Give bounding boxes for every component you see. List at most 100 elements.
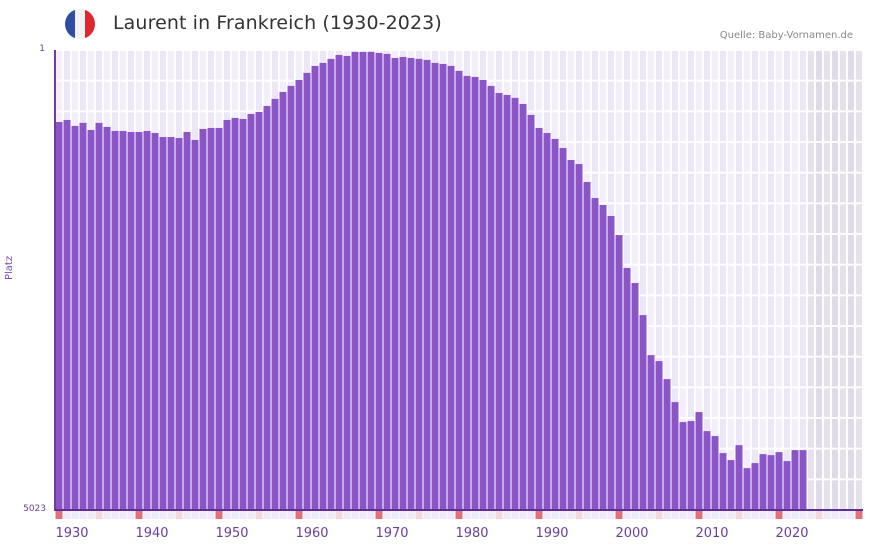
bar-1963[interactable] (319, 62, 327, 510)
bar-1945[interactable] (175, 138, 183, 510)
bar-2007[interactable] (671, 402, 679, 510)
bar-2002[interactable] (631, 283, 639, 510)
bar-1973[interactable] (399, 56, 407, 510)
bar-1977[interactable] (431, 62, 439, 510)
bar-1992[interactable] (551, 138, 559, 510)
bar-2001[interactable] (623, 268, 631, 510)
bar-1955[interactable] (255, 111, 263, 510)
bar-2019[interactable] (767, 455, 775, 510)
bar-1960[interactable] (295, 79, 303, 510)
bar-1943[interactable] (159, 137, 167, 510)
bar-1931[interactable] (63, 119, 71, 510)
bar-2009[interactable] (687, 421, 695, 510)
bar-2014[interactable] (727, 460, 735, 510)
bar-1969[interactable] (367, 51, 375, 510)
bar-1934[interactable] (87, 129, 95, 510)
bar-1958[interactable] (279, 91, 287, 510)
bar-2018[interactable] (759, 454, 767, 510)
bar-2015[interactable] (735, 445, 743, 510)
bar-1981[interactable] (463, 75, 471, 510)
bar-1941[interactable] (143, 130, 151, 510)
bar-1938[interactable] (119, 130, 127, 510)
bar-2022[interactable] (791, 450, 799, 510)
bar-2008[interactable] (679, 422, 687, 510)
bar-1962[interactable] (311, 65, 319, 510)
bar-1989[interactable] (527, 114, 535, 510)
flag-blue-stripe (65, 9, 75, 39)
bar-1936[interactable] (103, 126, 111, 510)
bar-1964[interactable] (327, 58, 335, 510)
bar-1930[interactable] (55, 121, 63, 510)
y-axis-title: Platz (4, 255, 15, 280)
bar-1998[interactable] (599, 204, 607, 510)
bar-2023[interactable] (799, 450, 807, 510)
bar-1935[interactable] (95, 122, 103, 510)
bar-2021[interactable] (783, 461, 791, 510)
bar-1957[interactable] (271, 98, 279, 510)
bar-1953[interactable] (239, 118, 247, 510)
bar-1954[interactable] (247, 113, 255, 510)
bar-1965[interactable] (335, 54, 343, 510)
bar-2012[interactable] (711, 436, 719, 510)
bar-1984[interactable] (487, 85, 495, 510)
source-credit: Quelle: Baby-Vornamen.de (719, 30, 853, 41)
bar-1968[interactable] (359, 51, 367, 510)
bar-1961[interactable] (303, 72, 311, 510)
bar-1933[interactable] (79, 122, 87, 510)
x-tick-1940: 1940 (135, 526, 169, 541)
bar-1942[interactable] (151, 132, 159, 510)
bar-2013[interactable] (719, 453, 727, 510)
bar-2010[interactable] (695, 412, 703, 510)
bar-1947[interactable] (191, 139, 199, 510)
bar-1994[interactable] (567, 160, 575, 510)
bar-1970[interactable] (375, 52, 383, 510)
bar-2005[interactable] (655, 361, 663, 510)
bar-2000[interactable] (615, 235, 623, 510)
bar-1940[interactable] (135, 131, 143, 510)
bar-1988[interactable] (519, 103, 527, 510)
flag-red-stripe (85, 9, 95, 39)
bar-1944[interactable] (167, 137, 175, 510)
bar-1987[interactable] (511, 97, 519, 510)
bar-2016[interactable] (743, 468, 751, 510)
bar-1982[interactable] (471, 76, 479, 510)
bar-2004[interactable] (647, 355, 655, 510)
bar-1959[interactable] (287, 85, 295, 510)
bar-1978[interactable] (439, 63, 447, 510)
bar-1951[interactable] (223, 119, 231, 510)
bar-1956[interactable] (263, 105, 271, 510)
bar-1975[interactable] (415, 58, 423, 510)
bar-1971[interactable] (383, 53, 391, 510)
bar-1980[interactable] (455, 70, 463, 510)
bar-1979[interactable] (447, 65, 455, 510)
bar-1949[interactable] (207, 127, 215, 510)
bar-1952[interactable] (231, 117, 239, 510)
bar-1993[interactable] (559, 148, 567, 510)
chart-title: Laurent in Frankreich (1930-2023) (113, 12, 442, 34)
bar-1972[interactable] (391, 57, 399, 510)
bar-1967[interactable] (351, 51, 359, 510)
bar-1995[interactable] (575, 164, 583, 510)
bar-1983[interactable] (479, 79, 487, 510)
bar-2003[interactable] (639, 315, 647, 510)
bar-1937[interactable] (111, 130, 119, 510)
bar-1997[interactable] (591, 198, 599, 510)
bar-2020[interactable] (775, 452, 783, 510)
bar-1939[interactable] (127, 131, 135, 510)
bar-1996[interactable] (583, 181, 591, 510)
bar-2017[interactable] (751, 463, 759, 510)
bar-1985[interactable] (495, 92, 503, 510)
bar-1932[interactable] (71, 125, 79, 510)
bar-1948[interactable] (199, 128, 207, 510)
bar-1976[interactable] (423, 59, 431, 510)
bar-1990[interactable] (535, 127, 543, 510)
bar-1986[interactable] (503, 94, 511, 510)
bar-1950[interactable] (215, 127, 223, 510)
bar-1999[interactable] (607, 215, 615, 510)
bar-1974[interactable] (407, 57, 415, 510)
bar-2011[interactable] (703, 431, 711, 510)
bar-1966[interactable] (343, 55, 351, 510)
bar-1991[interactable] (543, 132, 551, 510)
bar-2006[interactable] (663, 379, 671, 510)
bar-1946[interactable] (183, 131, 191, 510)
